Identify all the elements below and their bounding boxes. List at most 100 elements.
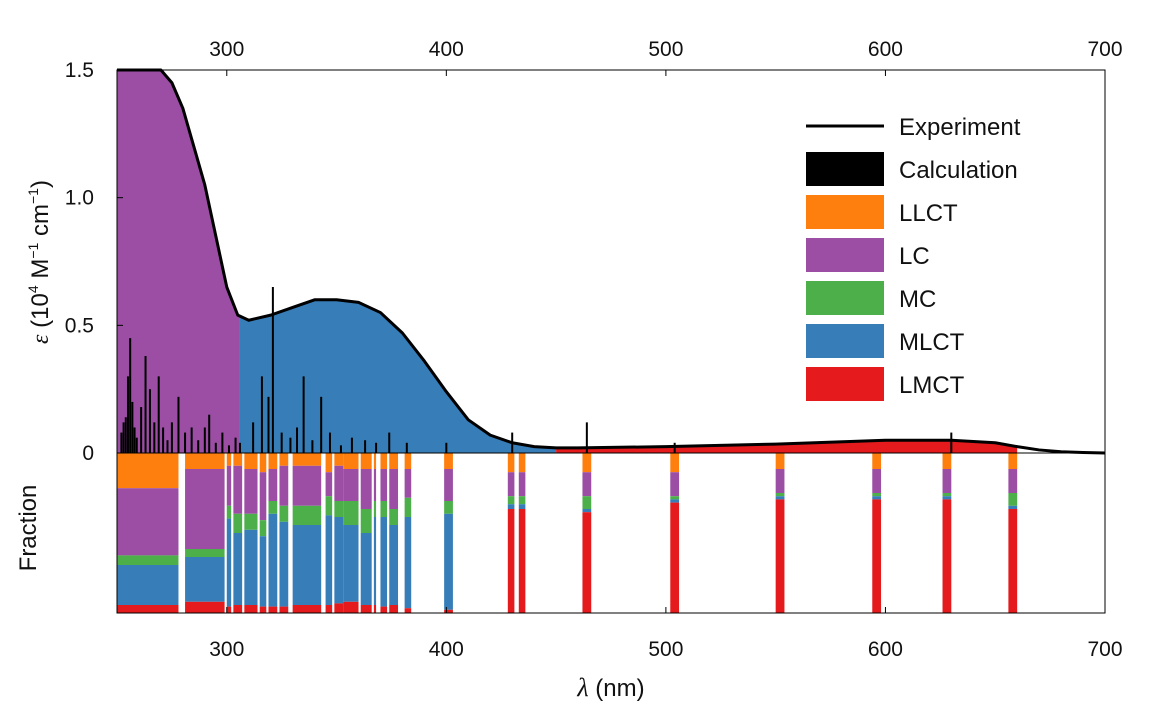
fraction-segment-mlct [670, 499, 680, 503]
fraction-segment-llct [279, 453, 289, 466]
bottom-panel-frame [116, 452, 1106, 614]
x-tick-label-top: 600 [868, 38, 903, 61]
fraction-segment-llct [259, 453, 267, 473]
fraction-segment-mlct [292, 525, 322, 605]
fraction-segment-llct [775, 453, 785, 469]
fraction-segment-mlct [582, 509, 592, 513]
fraction-segment-lmct [268, 606, 278, 613]
fraction-segment-llct [360, 453, 372, 469]
band-fill-lmct [556, 440, 1018, 453]
fraction-segment-lmct [117, 605, 179, 613]
fraction-segment-lmct [233, 605, 243, 613]
fraction-segment-mlct [233, 533, 243, 605]
fraction-segment-mc [380, 501, 388, 517]
fraction-segment-lc [389, 469, 399, 509]
y-tick-label: 0 [82, 442, 94, 465]
fraction-segment-mlct [259, 536, 267, 607]
legend-swatch-mlct [806, 324, 884, 358]
fraction-segment-llct [233, 453, 243, 466]
fraction-segment-mlct [226, 518, 232, 607]
fraction-segment-llct [1008, 453, 1018, 469]
fraction-segment-mlct [244, 529, 258, 605]
fraction-segment-llct [325, 453, 333, 473]
fraction-segment-mc [279, 505, 289, 522]
legend-swatch-calculation [806, 152, 884, 186]
fraction-segment-mc [942, 493, 952, 497]
fraction-segment-lmct [507, 509, 515, 613]
y-axis-label-text: ε (104 M−1 cm−1) [25, 180, 54, 344]
fraction-segment-llct [582, 453, 592, 473]
fraction-segment-mlct [389, 525, 399, 605]
fraction-segment-llct [670, 453, 680, 473]
fraction-segment-mlct [117, 565, 179, 605]
fraction-segment-mc [244, 513, 258, 530]
x-tick-label-top: 500 [648, 38, 683, 61]
legend-label-mlct: MLCT [899, 329, 965, 356]
tick-layer: 300 300 400 400 500 500 600 600 700 700 0 0.5 1.0 1.5 [65, 38, 1123, 661]
fraction-segment-mc [325, 496, 333, 516]
fraction-segment-lmct [582, 512, 592, 613]
fraction-segment-mlct [518, 504, 526, 509]
fraction-segment-mlct [360, 533, 372, 605]
fraction-segment-lmct [942, 499, 952, 613]
fraction-segment-lmct [259, 606, 267, 613]
fraction-segment-lc [259, 472, 267, 521]
fraction-segment-lc [233, 465, 243, 514]
fraction-segment-mc [259, 520, 267, 537]
fraction-segment-lc [226, 465, 232, 506]
fraction-segment-mc [334, 501, 344, 517]
fraction-segment-lmct [226, 606, 232, 613]
fraction-segment-lc [244, 469, 258, 514]
fraction-segment-mc [670, 496, 680, 500]
fraction-segment-lc [325, 472, 333, 497]
fraction-segment-mc [373, 501, 377, 517]
fraction-segment-mlct [404, 517, 412, 609]
fraction-segment-llct [226, 453, 232, 466]
fraction-segment-lmct [404, 608, 412, 613]
legend: Experiment Calculation LLCT LC MC MLCT LMCT [806, 114, 1021, 401]
x-tick-label-top: 300 [209, 38, 244, 61]
fraction-segment-lc [380, 469, 388, 501]
fraction-segment-mc [582, 496, 592, 509]
fraction-segment-lc [343, 469, 359, 501]
fraction-segment-lmct [518, 509, 526, 613]
fraction-segment-llct [343, 453, 359, 469]
fraction-segment-llct [444, 453, 453, 469]
fraction-segment-mlct [380, 517, 388, 607]
fraction-segment-llct [334, 453, 344, 466]
fraction-segment-lmct [373, 605, 377, 613]
fraction-segment-lmct [244, 605, 258, 613]
band-fill-mlct [239, 299, 557, 453]
fraction-segment-mc [872, 493, 882, 497]
fraction-segment-mc [389, 509, 399, 525]
fraction-segment-mlct [775, 496, 785, 500]
fraction-segment-llct [507, 453, 515, 473]
fraction-segment-lc [404, 469, 412, 498]
fraction-segment-lc [117, 488, 179, 556]
fraction-segment-mc [404, 497, 412, 517]
fraction-segment-lmct [872, 499, 882, 613]
fraction-segment-mc [1008, 493, 1018, 506]
legend-label-experiment: Experiment [899, 114, 1021, 141]
x-tick-label-bottom: 300 [209, 638, 244, 661]
fraction-segment-mc [185, 549, 225, 557]
fraction-columns-layer [117, 453, 1018, 613]
fraction-segment-lmct [775, 499, 785, 613]
x-tick-label-bottom: 500 [648, 638, 683, 661]
band-fill-lc [117, 70, 240, 453]
x-tick-label-bottom: 400 [429, 638, 464, 661]
y-tick-label: 1.0 [65, 187, 94, 210]
y-tick-label: 1.5 [65, 59, 94, 82]
fraction-segment-mlct [507, 504, 515, 509]
fraction-segment-llct [380, 453, 388, 469]
fraction-segment-lc [582, 472, 592, 497]
fraction-segment-llct [244, 453, 258, 469]
fraction-segment-mc [343, 501, 359, 525]
legend-label-lc: LC [899, 243, 930, 270]
fraction-segment-lmct [279, 606, 289, 613]
y-axis-label-top: ε (104 M−1 cm−1) [25, 180, 54, 344]
legend-label-calculation: Calculation [899, 157, 1018, 184]
fraction-segment-llct [404, 453, 412, 469]
fraction-segment-mc [518, 496, 526, 505]
fraction-segment-llct [185, 453, 225, 469]
